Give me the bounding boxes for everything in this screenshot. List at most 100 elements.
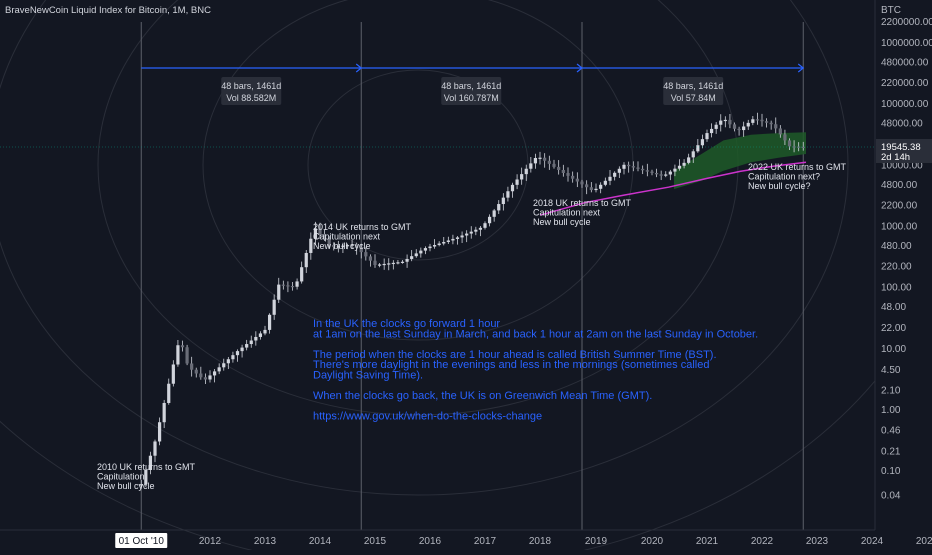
x-tick: 2022 [751, 536, 774, 547]
annotation-line: 2010 UK returns to GMT [97, 462, 196, 472]
x-tick: 2019 [585, 536, 608, 547]
y-tick-label: 480.00 [881, 241, 912, 252]
x-tick-label: 2017 [474, 536, 497, 547]
candle [414, 249, 418, 258]
candle-body [728, 119, 732, 125]
candle [217, 363, 221, 375]
candle [455, 236, 460, 245]
y-tick-label: 0.04 [881, 491, 901, 502]
note-line: The period when the clocks are 1 hour ah… [313, 349, 717, 361]
candle [617, 166, 621, 178]
candle-body [501, 197, 505, 205]
candle [760, 113, 764, 127]
measure-bars: 48 bars, 1461d [441, 81, 501, 91]
measure-box [441, 77, 502, 105]
candle [240, 344, 244, 358]
candle-body [341, 245, 345, 247]
candle-body [719, 120, 723, 125]
measure-arrow-0 [355, 63, 363, 73]
x-tick-cursor: 01 Oct '10 [115, 533, 168, 548]
candle-body [774, 124, 778, 129]
x-tick-label: 01 Oct '10 [119, 536, 165, 547]
candle-body [387, 263, 391, 265]
candle [723, 116, 727, 128]
candle [400, 259, 405, 264]
x-tick-label: 2019 [585, 536, 608, 547]
candle [728, 113, 732, 129]
candle-body [414, 253, 418, 257]
candle-body [460, 235, 464, 238]
candle [432, 239, 437, 249]
candle [258, 331, 263, 340]
candle-body [801, 146, 805, 148]
candle [332, 242, 336, 251]
candle [460, 231, 464, 244]
candles [139, 112, 805, 489]
candle [571, 171, 575, 183]
candle [533, 153, 538, 169]
candle [668, 169, 672, 181]
candle [687, 153, 691, 165]
candle-body [557, 166, 561, 170]
candle [641, 165, 645, 175]
time-axis[interactable]: 01 Oct '10 2012 2013 2014 2015 2016 2017 2018 20… [0, 529, 932, 548]
ma-band-area [674, 132, 806, 190]
candle [742, 121, 746, 137]
candle [631, 161, 635, 172]
candle [451, 234, 455, 245]
candle [589, 182, 593, 193]
measure-box [221, 77, 282, 105]
candle-body [313, 228, 318, 239]
candle [566, 167, 570, 182]
candle-body [792, 146, 796, 148]
measure-tool[interactable]: 48 bars, 1461d Vol 88.582M 48 bars, 1461d V… [141, 63, 805, 105]
candle [714, 122, 718, 134]
candle [737, 126, 741, 136]
candle-body [382, 263, 386, 266]
measure-arrow-2 [797, 63, 805, 73]
candle [322, 229, 327, 241]
candle [645, 163, 649, 177]
last-price-box [876, 138, 932, 163]
y-tick-label: 0.46 [881, 426, 901, 437]
candle [719, 114, 723, 132]
candle-body [465, 233, 469, 236]
candle [585, 180, 589, 195]
x-tick-label: 2016 [419, 536, 442, 547]
candle [194, 367, 198, 378]
candle-body [185, 347, 189, 364]
candle-body [700, 139, 705, 146]
x-cursor-box [115, 533, 168, 548]
y-tick-label: 480000.00 [881, 57, 929, 68]
candle [410, 250, 414, 262]
annotation-line: New bull cycle [533, 217, 591, 227]
candle-body [423, 248, 428, 251]
candle [552, 159, 556, 169]
candle [355, 242, 359, 255]
candle [469, 226, 473, 239]
candle [290, 282, 295, 291]
candle-body [194, 369, 198, 374]
candle [446, 236, 450, 244]
candle-body [277, 284, 281, 300]
candle-body [212, 371, 217, 376]
candle [580, 179, 584, 188]
candle [419, 247, 423, 258]
candle-body [355, 244, 359, 248]
candle-body [469, 231, 473, 234]
measure-vol: Vol 57.84M [671, 93, 716, 103]
candle-body [755, 119, 760, 121]
last-price-label: 19545.38 [881, 142, 921, 153]
candle [295, 278, 299, 290]
candle-body [148, 455, 153, 470]
candle-body [538, 157, 542, 159]
candle-body [742, 126, 746, 131]
candle-body [377, 264, 382, 266]
candle [524, 164, 528, 181]
